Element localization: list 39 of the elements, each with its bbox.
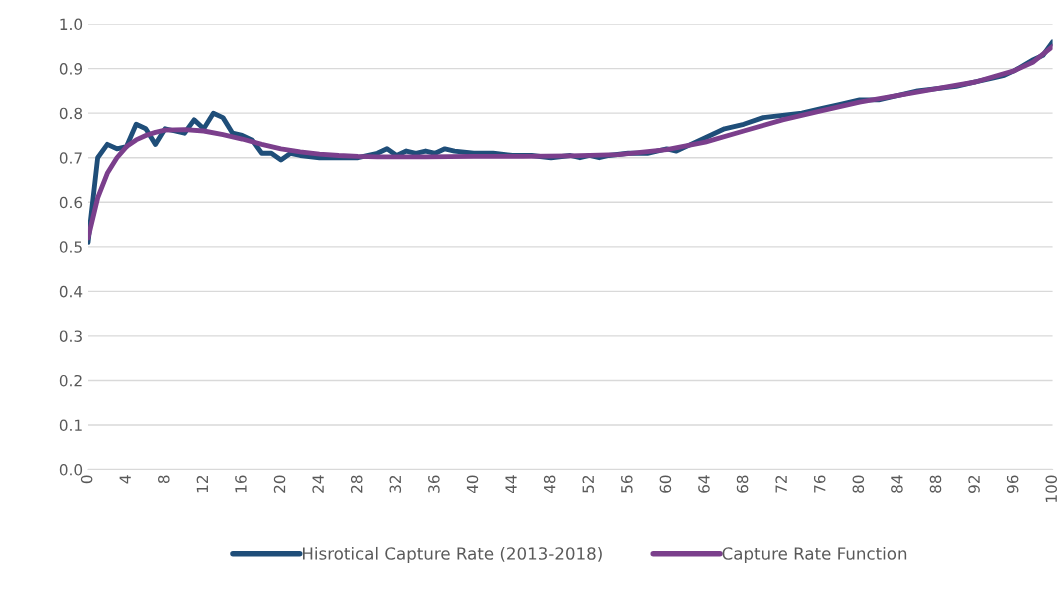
x-tick-label: 64 [698,475,710,493]
legend-label: Capture Rate Function [722,546,907,564]
y-tick-label: 0.4 [59,285,83,298]
y-tick-label: 0.6 [59,196,83,209]
x-tick-label: 44 [505,475,517,494]
y-tick-label: 0.3 [59,330,82,342]
y-tick-label: 0.5 [59,241,82,253]
x-tick-label: 28 [350,475,363,493]
legend-label: Hisrotical Capture Rate (2013-2018) [302,546,602,564]
x-tick-label: 16 [235,475,247,493]
x-tick-label: 76 [813,475,826,493]
x-tick-label: 68 [736,475,749,493]
x-tick-label: 48 [543,475,556,494]
y-tick-label: 0.7 [59,152,82,164]
x-tick-label: 8 [158,475,170,484]
x-tick-label: 72 [775,475,787,493]
y-tick-label: 0.2 [59,374,82,387]
x-tick-label: 56 [621,475,633,493]
x-tick-label: 92 [968,475,980,493]
x-tick-label: 24 [312,475,324,493]
x-tick-label: 12 [196,475,208,493]
y-tick-label: 0.8 [59,107,83,120]
x-tick-label: 88 [929,475,942,493]
y-tick-label: 0.1 [59,419,82,432]
y-tick-label: 0.9 [59,63,83,75]
x-tick-label: 0 [80,475,93,484]
x-tick-label: 100 [1045,475,1058,502]
x-tick-label: 36 [428,475,440,493]
y-tick-label: 1.0 [60,18,83,31]
x-tick-label: 20 [273,475,286,493]
x-tick-label: 52 [582,475,594,493]
x-tick-label: 80 [852,475,865,493]
x-tick-label: 96 [1006,475,1019,493]
x-tick-label: 60 [659,475,672,493]
y-tick-label: 0.0 [59,464,83,476]
x-tick-label: 4 [119,475,131,484]
x-tick-label: 40 [466,475,479,494]
x-tick-label: 32 [389,475,402,493]
x-tick-label: 84 [891,475,903,493]
